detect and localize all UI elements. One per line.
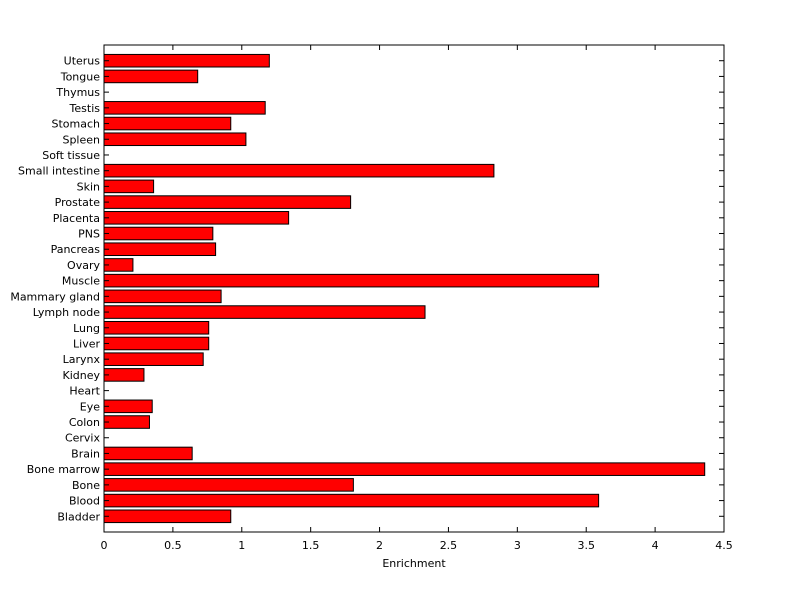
y-tick-label: Eye bbox=[80, 400, 100, 413]
y-tick-label: Blood bbox=[69, 495, 100, 508]
bar bbox=[103, 273, 600, 288]
y-tick-label: Lymph node bbox=[33, 306, 100, 319]
bar bbox=[103, 132, 247, 147]
bar bbox=[103, 368, 145, 382]
bar bbox=[103, 226, 214, 241]
y-tick-label: Liver bbox=[73, 337, 100, 350]
y-tick-label: Bone bbox=[72, 479, 100, 492]
bar bbox=[103, 399, 153, 414]
y-tick-label: Placenta bbox=[53, 212, 100, 225]
y-tick-label: Thymus bbox=[55, 86, 100, 99]
bar bbox=[103, 101, 266, 115]
y-tick-label: Pancreas bbox=[51, 243, 101, 256]
y-tick-label: Tongue bbox=[60, 70, 101, 83]
x-axis-label: Enrichment bbox=[382, 557, 446, 570]
x-tick-label: 2 bbox=[376, 539, 383, 552]
y-tick-label: Bladder bbox=[57, 510, 100, 523]
y-tick-label: Heart bbox=[69, 385, 100, 398]
ticks-layer bbox=[103, 45, 725, 532]
bar bbox=[103, 179, 155, 194]
y-tick-label: Colon bbox=[69, 416, 100, 429]
bar bbox=[103, 493, 600, 508]
x-tick-label: 1.5 bbox=[302, 539, 320, 552]
y-tick-label: Bone marrow bbox=[27, 463, 100, 476]
y-tick-label: Small intestine bbox=[18, 165, 100, 178]
y-tick-label: Mammary gland bbox=[10, 290, 100, 303]
bar bbox=[103, 242, 217, 257]
plot-frame bbox=[103, 44, 725, 533]
bar bbox=[103, 211, 290, 225]
y-tick-label: Ovary bbox=[67, 259, 100, 272]
x-tick-label: 4.5 bbox=[715, 539, 733, 552]
y-tick-label: Prostate bbox=[55, 196, 101, 209]
bar bbox=[103, 509, 232, 524]
x-tick-label: 0.5 bbox=[164, 539, 182, 552]
y-tick-label: Testis bbox=[69, 102, 101, 115]
y-tick-label: Soft tissue bbox=[42, 149, 100, 162]
bar bbox=[103, 446, 193, 461]
bar bbox=[103, 462, 706, 476]
y-tick-label: Kidney bbox=[62, 369, 100, 382]
bar bbox=[103, 305, 426, 319]
bar bbox=[103, 69, 199, 84]
x-tick-label: 2.5 bbox=[440, 539, 458, 552]
bar bbox=[103, 320, 210, 335]
y-tick-label: Skin bbox=[77, 180, 100, 193]
bar bbox=[103, 478, 354, 492]
y-tick-label: Muscle bbox=[62, 275, 100, 288]
bar bbox=[103, 195, 352, 209]
x-tick-label: 4 bbox=[652, 539, 659, 552]
y-tick-label: Brain bbox=[71, 447, 100, 460]
bar bbox=[103, 163, 495, 178]
x-tick-label: 1 bbox=[238, 539, 245, 552]
x-tick-labels: 0 0.5 1 1.5 2 2.5 3 3.5 4 4.5 bbox=[101, 539, 733, 552]
x-tick-label: 3.5 bbox=[577, 539, 595, 552]
x-tick-label: 0 bbox=[101, 539, 108, 552]
y-tick-label: Uterus bbox=[64, 55, 101, 68]
bar bbox=[103, 415, 150, 429]
y-tick-label: Stomach bbox=[51, 118, 100, 131]
bar bbox=[103, 116, 232, 131]
y-tick-label: PNS bbox=[78, 228, 100, 241]
y-tick-label: Cervix bbox=[65, 432, 101, 445]
bar bbox=[103, 289, 222, 304]
y-tick-labels: Uterus Tongue Thymus Testis Stomach Spleen Sof… bbox=[10, 55, 100, 524]
bar bbox=[103, 336, 210, 351]
y-tick-label: Spleen bbox=[62, 133, 100, 146]
bar bbox=[103, 53, 270, 68]
bar bbox=[103, 352, 204, 366]
y-tick-label: Larynx bbox=[63, 353, 101, 366]
x-tick-label: 3 bbox=[514, 539, 521, 552]
y-tick-label: Lung bbox=[73, 322, 100, 335]
